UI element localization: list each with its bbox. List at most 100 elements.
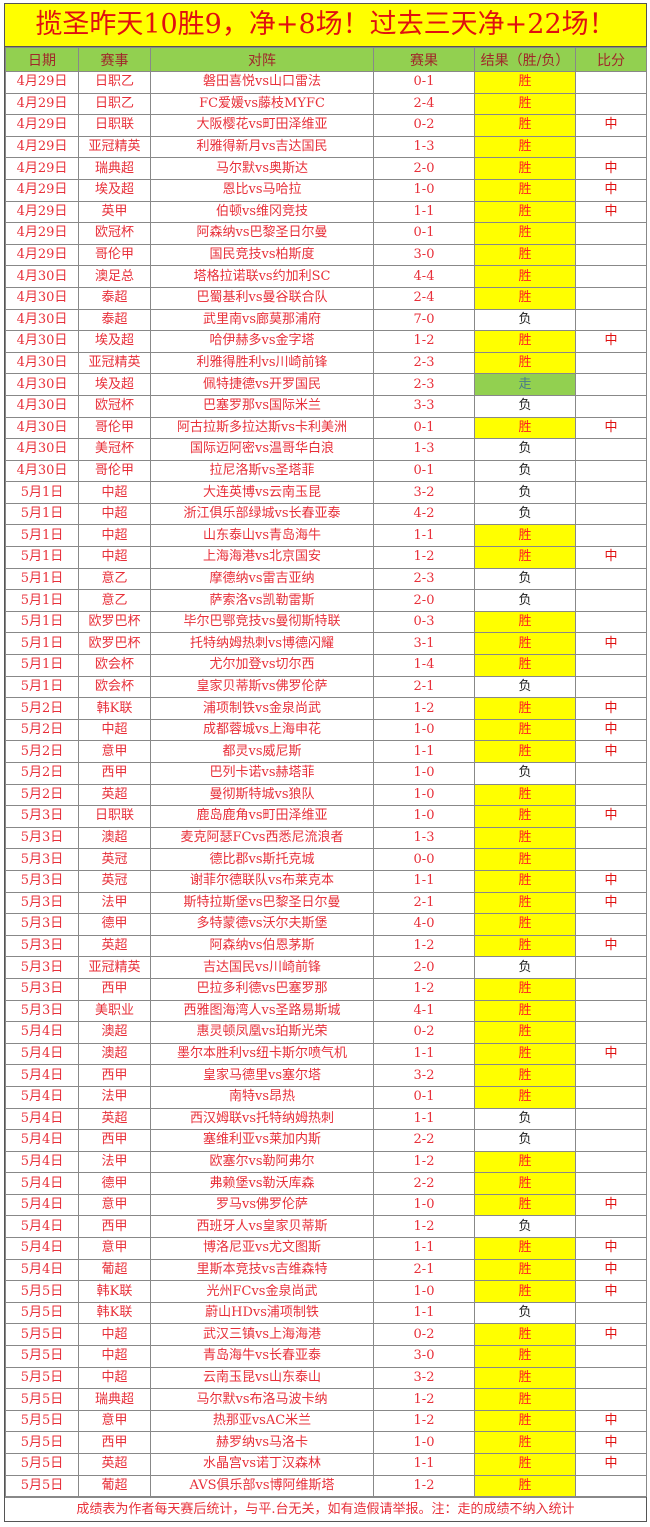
score-cell: 0-1	[373, 222, 475, 245]
league-cell: 埃及超	[78, 373, 151, 396]
table-row: 4月29日 埃及超 恩比vs马哈拉 1-0 胜中	[5, 178, 647, 202]
mark-cell	[575, 1129, 647, 1152]
mark-cell: 中	[575, 1193, 647, 1217]
table-row: 4月30日 哥伦甲 拉尼洛斯vs圣塔菲 0-1 负	[5, 459, 647, 483]
date-cell: 5月5日	[5, 1474, 79, 1498]
match-cell: 成都蓉城vs上海申花	[150, 718, 374, 742]
result-cell: 胜	[474, 934, 576, 958]
mark-cell	[575, 1172, 647, 1195]
date-cell: 5月3日	[5, 826, 79, 850]
mark-cell	[575, 956, 647, 979]
result-cell: 胜	[474, 351, 576, 375]
match-cell: AVS俱乐部vs博阿维斯塔	[150, 1474, 374, 1498]
result-cell: 胜	[474, 524, 576, 548]
league-cell: 意甲	[78, 1409, 151, 1433]
score-cell: 4-0	[373, 913, 475, 936]
score-cell: 1-2	[373, 546, 475, 569]
match-cell: 阿古拉斯多拉达斯vs卡利美洲	[150, 416, 374, 440]
mark-cell: 中	[575, 740, 647, 763]
score-cell: 0-2	[373, 1323, 475, 1347]
mark-cell	[575, 243, 647, 267]
league-cell: 瑞典超	[78, 1388, 151, 1411]
result-cell: 胜	[474, 1280, 576, 1303]
mark-cell	[575, 654, 647, 677]
result-cell: 胜	[474, 1323, 576, 1347]
table-row: 4月29日 日职联 大阪樱花vs町田泽维亚 0-2 胜中	[5, 114, 647, 137]
league-cell: 欧会杯	[78, 654, 151, 677]
result-cell: 负	[474, 1215, 576, 1239]
table-row: 5月5日 韩K联 光州FCvs金泉尚武 1-0 胜中	[5, 1280, 647, 1303]
match-cell: 曼彻斯特城vs狼队	[150, 783, 374, 807]
mark-cell: 中	[575, 157, 647, 180]
mark-cell	[575, 1085, 647, 1109]
table-row: 5月1日 欧会杯 皇家贝蒂斯vs佛罗伦萨 2-1 负	[5, 675, 647, 699]
date-cell: 4月30日	[5, 459, 79, 483]
match-cell: 墨尔本胜利vs纽卡斯尔喷气机	[150, 1042, 374, 1066]
match-cell: 浙江俱乐部绿城vs长春亚泰	[150, 502, 374, 526]
league-cell: 西甲	[78, 1431, 151, 1454]
date-cell: 4月29日	[5, 222, 79, 245]
header-league: 赛事	[78, 47, 151, 72]
date-cell: 5月1日	[5, 589, 79, 612]
date-cell: 5月4日	[5, 1237, 79, 1260]
mark-cell	[575, 1301, 647, 1325]
match-cell: 塞维利亚vs莱加内斯	[150, 1129, 374, 1152]
mark-cell: 中	[575, 1409, 647, 1433]
league-cell: 中超	[78, 481, 151, 504]
league-cell: 日职联	[78, 805, 151, 828]
table-row: 5月2日 意甲 都灵vs威尼斯 1-1 胜中	[5, 740, 647, 763]
league-cell: 英超	[78, 1107, 151, 1131]
league-cell: 意甲	[78, 740, 151, 763]
league-cell: 意乙	[78, 589, 151, 612]
match-cell: 磐田喜悦vs山口雷法	[150, 71, 374, 94]
league-cell: 英超	[78, 783, 151, 807]
mark-cell: 中	[575, 718, 647, 742]
result-cell: 胜	[474, 157, 576, 180]
table-row: 4月29日 亚冠精英 利雅得新月vs吉达国民 1-3 胜	[5, 135, 647, 159]
league-cell: 西甲	[78, 1129, 151, 1152]
result-cell: 负	[474, 1129, 576, 1152]
page-title: 揽圣昨天10胜9，净+8场！过去三天净+22场！	[5, 4, 646, 47]
match-cell: 巴拉多利德vs巴塞罗那	[150, 977, 374, 1001]
match-cell: 博洛尼亚vs尤文图斯	[150, 1237, 374, 1260]
table-row: 5月2日 韩K联 浦项制铁vs金泉尚武 1-2 胜中	[5, 697, 647, 720]
result-cell: 胜	[474, 135, 576, 159]
league-cell: 欧会杯	[78, 675, 151, 699]
league-cell: 欧罗巴杯	[78, 610, 151, 634]
result-cell: 胜	[474, 1345, 576, 1368]
table-row: 5月3日 美职业 西雅图海湾人vs圣路易斯城 4-1 胜	[5, 999, 647, 1023]
mark-cell	[575, 1150, 647, 1174]
league-cell: 埃及超	[78, 330, 151, 353]
match-cell: 西雅图海湾人vs圣路易斯城	[150, 999, 374, 1023]
score-cell: 1-0	[373, 783, 475, 807]
league-cell: 埃及超	[78, 178, 151, 202]
table-row: 5月1日 中超 浙江俱乐部绿城vs长春亚泰 4-2 负	[5, 502, 647, 526]
mark-cell	[575, 459, 647, 483]
result-cell: 负	[474, 1107, 576, 1131]
match-cell: 云南玉昆vs山东泰山	[150, 1366, 374, 1390]
match-cell: 大阪樱花vs町田泽维亚	[150, 114, 374, 137]
date-cell: 5月2日	[5, 783, 79, 807]
table-body: 4月29日 日职乙 磐田喜悦vs山口雷法 0-1 胜 4月29日 日职乙 FC爱媛vs藤枝MY…	[5, 71, 647, 1498]
footer-note: 成绩表为作者每天赛后统计，与平.台无关，如有造假请举报。注：走的成绩不纳入统计	[5, 1497, 646, 1521]
header-score: 赛果	[373, 47, 475, 72]
result-cell: 负	[474, 459, 576, 483]
result-cell: 胜	[474, 654, 576, 677]
table-row: 5月3日 德甲 多特蒙德vs沃尔夫斯堡 4-0 胜	[5, 913, 647, 936]
score-cell: 1-1	[373, 1237, 475, 1260]
date-cell: 5月4日	[5, 1258, 79, 1282]
score-cell: 0-0	[373, 848, 475, 871]
table-row: 5月3日 英超 阿森纳vs伯恩茅斯 1-2 胜中	[5, 934, 647, 958]
match-cell: 谢菲尔德联队vs布莱克本	[150, 869, 374, 893]
date-cell: 5月5日	[5, 1280, 79, 1303]
match-cell: 惠灵顿凤凰vs珀斯光荣	[150, 1021, 374, 1044]
league-cell: 中超	[78, 546, 151, 569]
date-cell: 5月4日	[5, 1042, 79, 1066]
score-cell: 4-2	[373, 502, 475, 526]
mark-cell	[575, 999, 647, 1023]
date-cell: 5月3日	[5, 805, 79, 828]
league-cell: 西甲	[78, 977, 151, 1001]
table-row: 5月4日 意甲 博洛尼亚vs尤文图斯 1-1 胜中	[5, 1237, 647, 1260]
mark-cell: 中	[575, 632, 647, 656]
match-cell: 摩德纳vs雷吉亚纳	[150, 567, 374, 591]
